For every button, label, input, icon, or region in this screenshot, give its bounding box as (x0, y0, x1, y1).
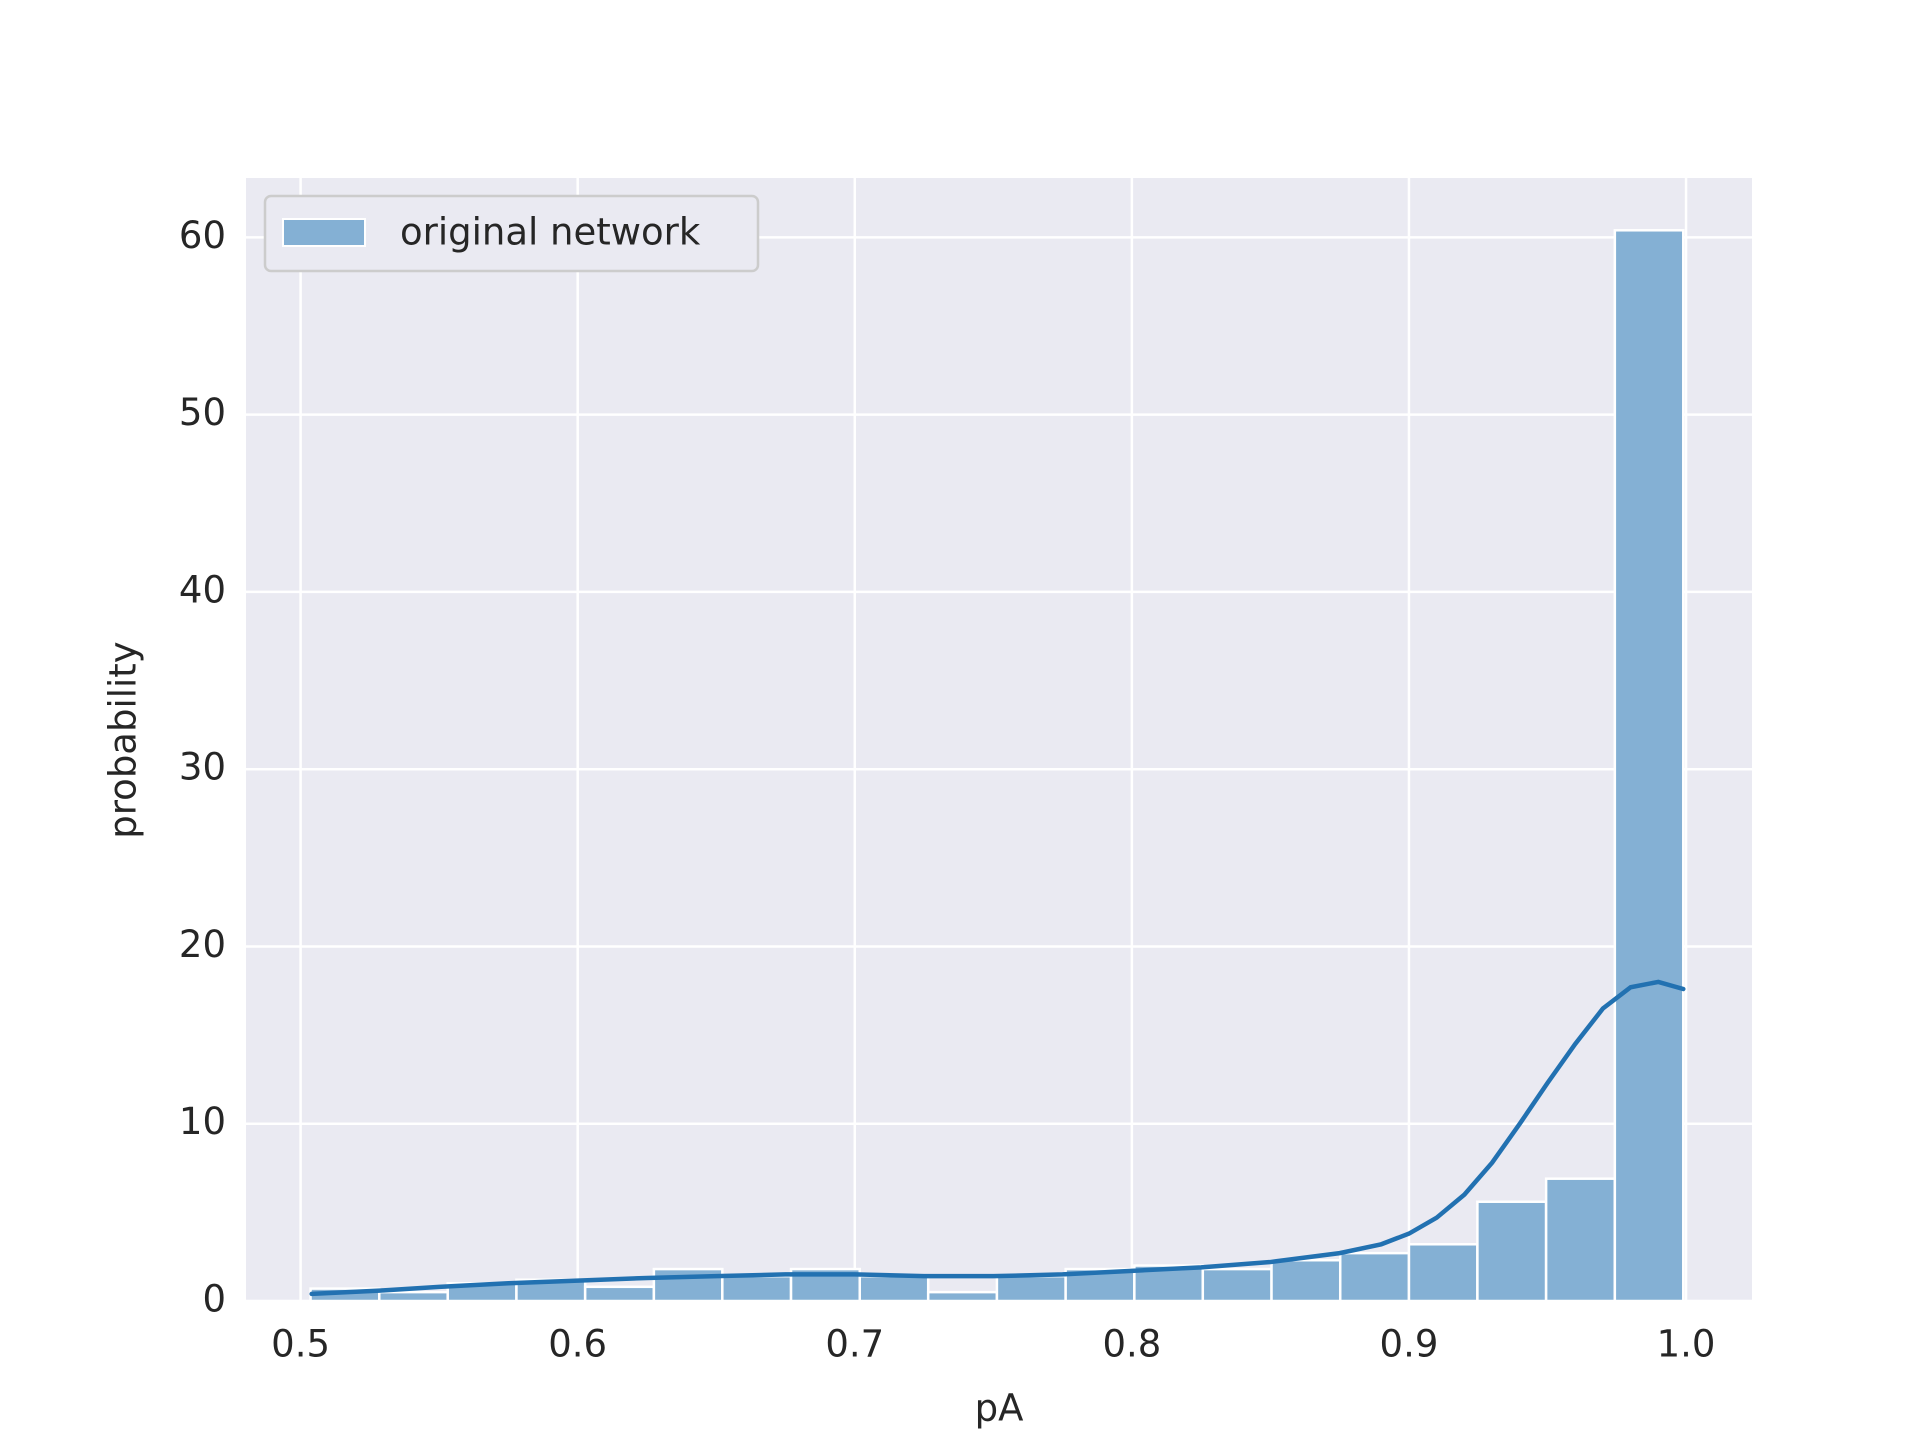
x-tick-label: 0.5 (271, 1323, 330, 1366)
kde-line (309, 979, 1686, 1297)
bar (1544, 1177, 1617, 1303)
bar (1407, 1243, 1479, 1303)
bar (583, 1285, 656, 1303)
bar (858, 1274, 930, 1303)
y-tick-label: 60 (179, 214, 226, 257)
bar (1338, 1251, 1411, 1303)
plot-background (246, 178, 1752, 1301)
x-tick-label: 0.7 (825, 1323, 884, 1366)
bar (721, 1274, 793, 1303)
bar (1476, 1200, 1548, 1303)
y-tick-label: 40 (179, 568, 226, 611)
y-tick-label: 50 (179, 391, 226, 434)
x-tick-label: 0.6 (548, 1323, 607, 1366)
x-tick-label: 0.9 (1380, 1323, 1439, 1366)
y-tick-label: 20 (179, 923, 226, 966)
bar (652, 1267, 724, 1303)
legend-swatch (282, 218, 366, 247)
bar (1613, 229, 1685, 1303)
x-axis-label: pA (975, 1387, 1024, 1430)
y-axis-label: probability (102, 641, 145, 838)
x-tick-label: 1.0 (1657, 1323, 1716, 1366)
legend-label: original network (400, 211, 701, 254)
y-tick-label: 30 (179, 746, 226, 789)
x-tick-label: 0.8 (1102, 1323, 1161, 1366)
bar (1201, 1267, 1273, 1303)
y-tick-label: 10 (179, 1100, 226, 1143)
y-tick-label: 0 (202, 1278, 226, 1321)
bar (1270, 1258, 1342, 1303)
legend-box (263, 194, 760, 273)
bar (378, 1290, 449, 1303)
bar (926, 1290, 999, 1303)
bar (995, 1274, 1067, 1303)
